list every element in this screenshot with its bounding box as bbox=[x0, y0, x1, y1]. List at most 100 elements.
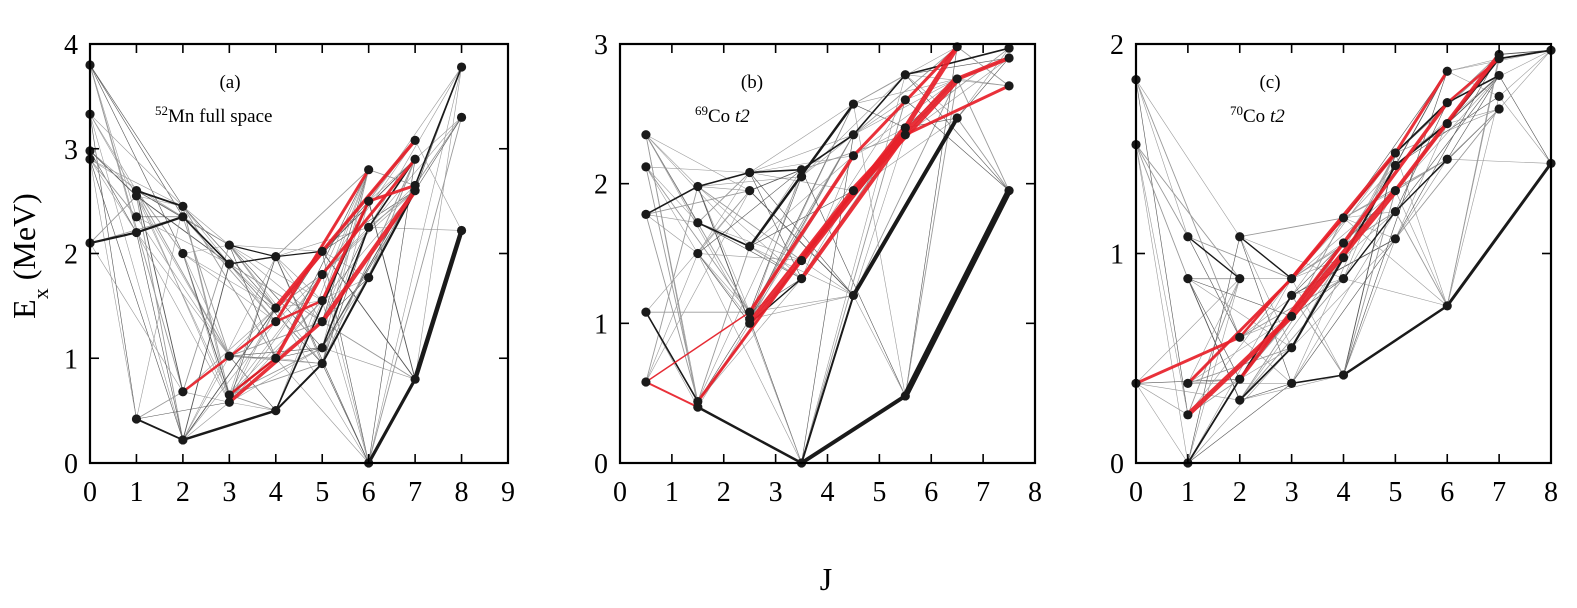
level-point bbox=[224, 259, 234, 269]
strong-transition bbox=[1394, 101, 1449, 154]
weak-transition bbox=[697, 253, 750, 324]
x-tick-label: 0 bbox=[83, 477, 97, 508]
level-point bbox=[1287, 290, 1297, 300]
weak-transition bbox=[1498, 75, 1552, 164]
weak-transition bbox=[1498, 50, 1552, 97]
weak-transition bbox=[1135, 383, 1189, 416]
weak-transition bbox=[1291, 152, 1396, 384]
weak-transition bbox=[1187, 236, 1292, 280]
weak-transition bbox=[1187, 278, 1241, 384]
weak-transition bbox=[697, 253, 750, 313]
level-point bbox=[1338, 213, 1349, 223]
strong-transition bbox=[1239, 236, 1293, 280]
x-tick-label: 6 bbox=[362, 477, 376, 508]
weak-transition bbox=[853, 134, 906, 296]
weak-transition bbox=[368, 227, 462, 231]
level-point bbox=[1004, 186, 1014, 196]
strong-transition bbox=[1187, 236, 1241, 280]
level-point bbox=[178, 387, 188, 397]
nucleus-label: 52Mn full space bbox=[155, 103, 272, 128]
weak-transition bbox=[1187, 278, 1241, 415]
level-point bbox=[364, 272, 374, 283]
weak-transition bbox=[957, 78, 1010, 87]
red-transition bbox=[903, 84, 1011, 137]
weak-transition bbox=[801, 155, 854, 279]
weak-transition bbox=[1239, 257, 1344, 401]
level-point bbox=[224, 351, 234, 361]
weak-transition bbox=[1135, 79, 1241, 338]
weak-transition bbox=[1343, 238, 1396, 376]
level-point bbox=[178, 201, 188, 211]
weak-transition bbox=[182, 307, 277, 441]
weak-transition bbox=[853, 78, 958, 105]
level-point bbox=[796, 172, 807, 182]
red-transition bbox=[367, 183, 417, 203]
x-tick-label: 1 bbox=[1181, 477, 1195, 508]
strong-transition bbox=[274, 362, 324, 412]
weak-transition bbox=[414, 117, 462, 160]
y-tick-label: 1 bbox=[594, 309, 608, 340]
panel-tag: (b) bbox=[741, 72, 763, 93]
x-tick-label: 3 bbox=[1285, 477, 1299, 508]
level-point bbox=[693, 181, 703, 192]
y-tick-label: 2 bbox=[594, 170, 608, 201]
red-transition bbox=[644, 380, 699, 409]
level-point bbox=[1183, 232, 1193, 242]
level-point bbox=[1442, 119, 1452, 129]
strong-transition bbox=[1290, 374, 1345, 385]
weak-transition bbox=[89, 64, 184, 254]
weak-transition bbox=[956, 117, 1010, 191]
weak-transition bbox=[136, 232, 230, 403]
weak-transition bbox=[1291, 278, 1344, 376]
level-point bbox=[271, 252, 281, 262]
weak-transition bbox=[322, 347, 416, 380]
weak-transition bbox=[1291, 238, 1396, 348]
red-transition bbox=[1446, 57, 1501, 104]
weak-transition bbox=[275, 274, 323, 322]
weak-transition bbox=[89, 242, 184, 392]
level-point bbox=[745, 186, 755, 196]
weak-transition bbox=[645, 166, 699, 254]
level-point bbox=[1287, 378, 1297, 388]
red-transition bbox=[1134, 335, 1242, 385]
weak-transition bbox=[368, 159, 416, 202]
weak-transition bbox=[136, 401, 230, 420]
level-point bbox=[317, 343, 327, 353]
weak-transition bbox=[1187, 278, 1292, 464]
weak-transition bbox=[1291, 190, 1396, 279]
weak-transition bbox=[89, 113, 184, 207]
weak-transition bbox=[229, 307, 276, 357]
weak-transition bbox=[749, 134, 854, 324]
weak-transition bbox=[905, 46, 958, 397]
panel-tag: (c) bbox=[1259, 72, 1280, 93]
weak-transition bbox=[697, 190, 750, 254]
weak-transition bbox=[322, 190, 416, 252]
weak-transition bbox=[368, 169, 416, 186]
weak-transition bbox=[1446, 75, 1500, 160]
weak-transition bbox=[321, 169, 369, 348]
mass-number: 69 bbox=[695, 103, 708, 118]
level-point bbox=[224, 240, 234, 250]
y-tick-label: 1 bbox=[1110, 240, 1124, 271]
x-tick-label: 7 bbox=[1492, 477, 1506, 508]
nucleus-label: 69Co t2 bbox=[695, 103, 750, 128]
weak-transition bbox=[89, 158, 137, 218]
strong-transition bbox=[321, 276, 370, 365]
weak-transition bbox=[749, 103, 854, 173]
weak-transition bbox=[801, 134, 854, 464]
weak-transition bbox=[229, 307, 277, 403]
x-tick-label: 6 bbox=[1440, 477, 1454, 508]
level-point bbox=[1390, 186, 1400, 196]
weak-transition bbox=[1343, 211, 1396, 219]
weak-transition bbox=[229, 274, 323, 396]
weak-transition bbox=[1135, 144, 1189, 464]
level-point bbox=[952, 74, 962, 84]
weak-transition bbox=[1239, 236, 1292, 348]
strong-transition bbox=[1394, 158, 1448, 213]
weak-transition bbox=[321, 300, 369, 464]
level-point bbox=[641, 307, 651, 317]
weak-transition bbox=[229, 256, 277, 403]
weak-transition bbox=[136, 195, 230, 357]
weak-transition bbox=[697, 222, 802, 261]
level-point bbox=[1235, 332, 1245, 342]
